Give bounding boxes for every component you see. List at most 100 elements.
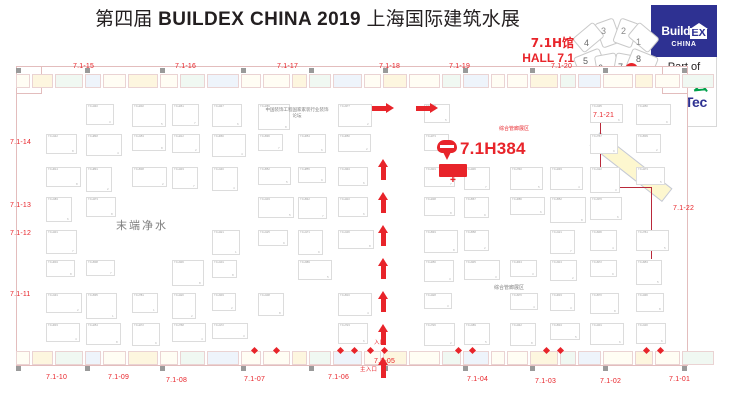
booth-cell[interactable]: 7.1H643 3 [510,260,537,277]
booth-cell[interactable]: 7.1H496 8 [636,293,664,312]
booth-cell[interactable]: 7.1H421 1 [212,230,240,255]
booth-cell[interactable]: 7.1H394 6 [338,167,368,186]
booth-cell[interactable]: 7.1H633 4 [46,323,80,342]
booth-cell[interactable]: 7.1H891 2 [86,167,112,192]
booth-cell[interactable]: 7.1H447 6 [212,104,242,127]
booth-cell[interactable]: 7.1H604 8 [46,260,75,277]
booth-cell[interactable]: 7.1H410 6 [338,197,368,217]
booth-cell[interactable]: 7.1H549 8 [424,230,458,253]
booth-cell[interactable]: 7.1H614 8 [46,167,81,187]
booth-cell[interactable]: 7.1H401 6 [590,323,624,345]
booth-cell[interactable]: 7.1H172 3 [212,323,248,339]
booth-cell[interactable]: 7.1H202 5 [132,104,166,127]
booth-cell[interactable]: 7.1H953 5 [636,260,662,285]
booth-cell[interactable]: 7.1H473 5 [636,167,665,185]
booth-cell[interactable]: 7.1H436 7 [464,167,490,190]
booth-cell[interactable]: 7.1H101 8 [212,260,237,278]
booth-cell[interactable]: 7.1H972 9 [590,260,617,277]
booth-cell[interactable]: 7.1H191 2 [46,293,82,313]
booth-cell[interactable]: 7.1H538 2 [132,167,167,187]
booth-cell[interactable]: 7.1H376 6 [590,197,622,220]
booth-cell[interactable]: 7.1H183 6 [46,197,72,222]
booth-cell[interactable]: 7.1H195 6 [590,104,623,123]
booth-cell[interactable]: 7.1H313 2 [550,260,577,281]
zone-label-forum: 中国装饰工程国家家装行业装饰论坛 [265,108,329,119]
hall-key-number-3: 3 [601,26,607,36]
booth-cell[interactable]: 7.1H136 8 [338,230,374,249]
floorplan-map[interactable]: 7.1H440 3 7.1H202 5 7.1H261 7 7.1H447 6 7.1H289 8… [8,62,714,385]
booth-cell[interactable]: 7.1H238 8 [424,197,455,216]
booth-cell[interactable]: 7.1H130 6 [636,323,666,344]
booth-number-text: 8 [285,125,287,129]
booth-cell[interactable]: 7.1H666 4 [212,134,246,157]
booth-cell[interactable]: 7.1H122 3 [590,167,620,193]
booth-cell[interactable]: 7.1H552 8 [550,197,586,223]
perimeter-cell [160,351,178,365]
booth-cell[interactable]: 7.1H336 8 [172,260,204,286]
booth-cell[interactable]: 7.1H125 9 [258,230,288,246]
booth-cell[interactable]: 7.1H761 5 [636,230,669,251]
perimeter-bottom [16,351,714,371]
booth-cell[interactable]: 7.1H516 4 [338,293,372,316]
target-booth-highlight[interactable] [439,164,467,177]
booth-cell[interactable]: 7.1H189 5 [464,323,490,345]
booth-cell[interactable]: 7.1H103 5 [258,197,294,218]
booth-cell[interactable]: 7.1H442 8 [510,323,536,346]
booth-cell[interactable]: 7.1H377 2 [338,104,372,127]
booth-cell[interactable]: 7.1H740 5 [510,167,543,190]
booth-cell[interactable]: 7.1H431 7 [46,230,77,254]
booth-cell[interactable]: 7.1H534 5 [550,323,580,340]
booth-cell[interactable]: 7.1H654 6 [298,134,326,153]
booth-cell[interactable]: 7.1H212 2 [172,134,200,153]
booth-cell[interactable]: 7.1H768 4 [172,323,206,342]
booth-cell[interactable]: 7.1H250 9 [636,104,671,125]
booth-cell[interactable]: 7.1H595 1 [86,293,117,319]
booth-cell[interactable]: 7.1H272 9 [132,323,160,346]
booth-cell[interactable]: 7.1H433 7 [172,167,198,189]
booth-cell[interactable]: 7.1H303 2 [212,293,236,311]
booth-cell[interactable]: 7.1H142 8 [46,134,77,154]
booth-number-text: 7 [485,185,487,189]
booth-cell[interactable]: 7.1H558 2 [464,230,489,251]
booth-cell[interactable]: 7.1H542 7 [298,197,327,219]
booth-cell[interactable]: 7.1H567 9 [464,197,489,218]
booth-cell[interactable]: 7.1H781 1 [132,293,158,313]
booth-cell[interactable]: 7.1H146 4 [212,167,238,191]
booth-cell[interactable]: 7.1H335 3 [464,260,500,280]
booth-cell[interactable]: 7.1H723 6 [338,323,368,344]
booth-cell[interactable]: 7.1H906 4 [590,230,617,251]
booth-cell[interactable]: 7.1H473 8 [86,197,116,217]
booth-cell[interactable]: 7.1H389 5 [298,260,332,280]
booth-cell[interactable]: 7.1H420 2 [172,293,196,319]
booth-number-text: 7 [110,271,112,275]
booth-cell[interactable]: 7.1H153 8 [132,134,166,151]
booth-cell[interactable]: 7.1H171 9 [298,230,323,255]
booth-cell[interactable]: 7.1H552 5 [258,167,291,185]
map-label-top-1: 7.1-16 [175,63,197,70]
booth-cell[interactable]: 7.1H256 3 [424,260,454,282]
structural-pillar [241,68,246,73]
booth-cell[interactable]: 7.1H261 7 [172,104,199,126]
booth-cell[interactable]: 7.1H686 6 [510,197,545,215]
route-arrow-right-2 [416,103,438,114]
booth-cell[interactable]: 7.1H254 8 [86,323,121,345]
booth-number-text: 6 [540,210,542,214]
booth-cell[interactable]: 7.1H650 2 [338,134,371,152]
booth-cell[interactable]: 7.1H767 9 [590,134,618,154]
booth-cell[interactable]: 7.1H570 8 [590,293,619,314]
booth-cell[interactable]: 7.1H289 8 [258,104,290,130]
booth-cell[interactable]: 7.1H108 8 [258,293,284,316]
booth-cell[interactable]: 7.1H848 4 [86,134,122,156]
booth-cell[interactable]: 7.1H596 7 [258,134,283,151]
booth-cell[interactable]: 7.1H855 9 [298,167,326,183]
booth-cell[interactable]: 7.1H428 3 [424,293,452,309]
booth-cell[interactable]: 7.1H121 7 [550,230,575,254]
booth-cell[interactable]: 7.1H440 3 [86,104,114,125]
booth-cell[interactable]: 7.1H509 2 [636,134,661,153]
perimeter-cell [655,351,680,365]
booth-cell[interactable]: 7.1H508 7 [86,260,115,276]
booth-cell[interactable]: 7.1H633 3 [550,293,575,311]
booth-cell[interactable]: 7.1H726 2 [424,323,455,346]
booth-cell[interactable]: 7.1H976 4 [510,293,538,310]
booth-cell[interactable]: 7.1H293 4 [550,167,583,190]
